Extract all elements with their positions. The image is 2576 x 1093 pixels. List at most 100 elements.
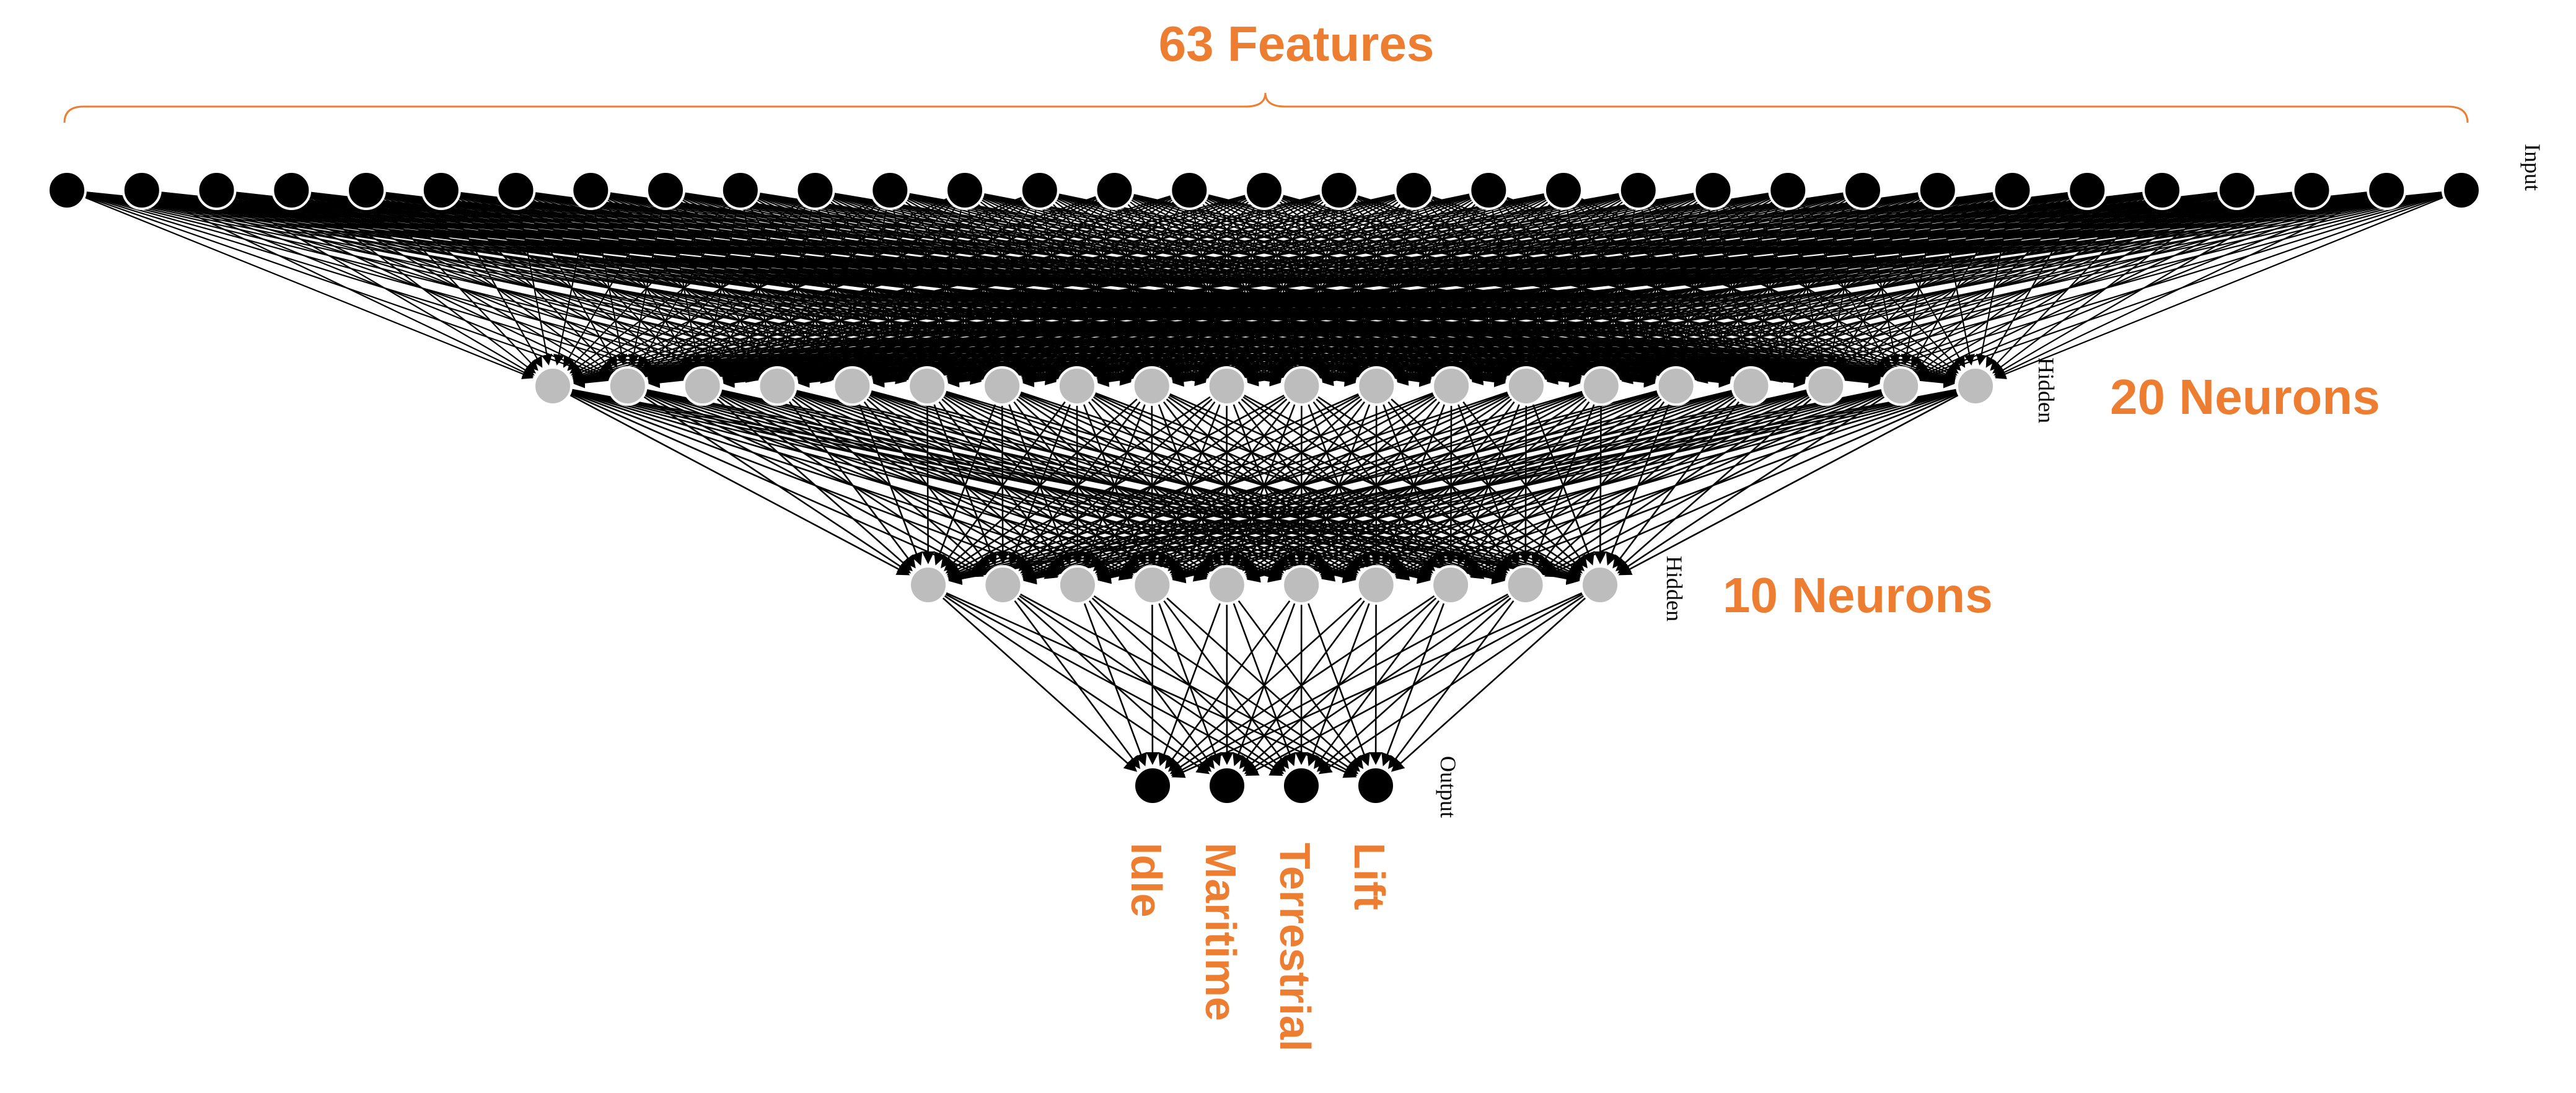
edge-hidden-2-9-to-output-2 bbox=[1318, 594, 1585, 775]
edge-hidden-1-5-to-hidden-2-2 bbox=[938, 400, 1065, 569]
edge-hidden-1-6-to-hidden-2-0 bbox=[934, 403, 996, 566]
input-node-14 bbox=[1019, 170, 1060, 210]
edge-input-12-to-hidden-1-6 bbox=[967, 208, 1002, 366]
edge-hidden-1-3-to-hidden-2-0 bbox=[788, 400, 916, 569]
edge-input-10-to-hidden-1-3 bbox=[778, 208, 812, 366]
output-node-4 bbox=[1356, 766, 1396, 805]
hidden-layer-1-label: Hidden bbox=[2034, 358, 2059, 423]
edge-hidden-1-8-to-hidden-2-2 bbox=[1083, 403, 1146, 566]
edge-input-18-to-hidden-1-12 bbox=[1417, 208, 1451, 366]
hidden-2-node-2 bbox=[983, 565, 1023, 605]
hidden-2-node-1 bbox=[908, 565, 948, 605]
edge-input-29-to-hidden-1-0 bbox=[573, 191, 2219, 388]
edge-input-16-to-hidden-1-0 bbox=[573, 194, 1247, 383]
edge-hidden-1-4-to-hidden-2-2 bbox=[866, 397, 1062, 571]
edge-input-22-to-hidden-1-16 bbox=[1716, 208, 1751, 366]
hidden-1-node-18 bbox=[1806, 366, 1846, 406]
network-nodes bbox=[47, 170, 2481, 805]
edge-input-17-to-hidden-1-0 bbox=[573, 194, 1321, 384]
hidden-2-node-9 bbox=[1505, 565, 1545, 605]
hidden-2-node-8 bbox=[1431, 565, 1471, 605]
hidden-1-node-10 bbox=[1207, 366, 1247, 406]
edge-hidden-2-1-to-output-1 bbox=[1016, 597, 1212, 772]
input-node-24 bbox=[1768, 170, 1808, 210]
edge-input-12-to-hidden-1-0 bbox=[571, 197, 949, 377]
edge-input-32-to-hidden-1-18 bbox=[1920, 195, 2445, 381]
edge-input-10-to-hidden-1-4 bbox=[818, 208, 852, 366]
input-node-18 bbox=[1319, 170, 1359, 210]
edge-input-32-to-hidden-1-10 bbox=[1322, 192, 2443, 387]
edge-input-8-to-hidden-1-1 bbox=[628, 208, 663, 366]
edge-input-32-to-hidden-1-17 bbox=[1845, 195, 2444, 382]
edge-input-18-to-hidden-1-0 bbox=[573, 193, 1396, 385]
edge-hidden-1-19-to-hidden-2-7 bbox=[1470, 392, 1959, 579]
edge-hidden-1-5-to-hidden-2-1 bbox=[933, 403, 997, 566]
edge-hidden-1-19-to-hidden-2-1 bbox=[1023, 388, 1958, 585]
edge-input-20-to-hidden-1-14 bbox=[1566, 208, 1601, 366]
edge-hidden-1-19-to-hidden-2-3 bbox=[1172, 389, 1958, 584]
edge-hidden-1-9-to-hidden-2-7 bbox=[1240, 397, 1436, 571]
edge-hidden-1-14-to-hidden-2-9 bbox=[1593, 404, 1607, 564]
input-node-33 bbox=[2442, 170, 2481, 210]
edge-hidden-1-7-to-hidden-2-1 bbox=[1008, 403, 1071, 566]
hidden-layer-2-label: Hidden bbox=[1662, 556, 1687, 621]
output-label-idle: Idle bbox=[1122, 843, 1171, 918]
input-node-15 bbox=[1094, 170, 1135, 210]
input-node-16 bbox=[1169, 170, 1210, 210]
edge-hidden-2-5-to-output-3 bbox=[1307, 602, 1370, 766]
edge-input-32-to-hidden-1-16 bbox=[1771, 194, 2444, 383]
edge-input-6-to-hidden-1-0 bbox=[519, 208, 553, 366]
edge-input-13-to-hidden-1-0 bbox=[572, 196, 1023, 380]
edge-input-7-to-hidden-1-0 bbox=[553, 208, 588, 366]
edge-input-32-to-hidden-1-4 bbox=[873, 191, 2443, 388]
edge-input-11-to-hidden-1-3 bbox=[788, 206, 882, 368]
edge-hidden-1-17-to-hidden-2-0 bbox=[948, 389, 1808, 584]
edge-hidden-1-6-to-hidden-2-4 bbox=[1015, 397, 1211, 571]
edge-hidden-1-7-to-hidden-2-0 bbox=[941, 400, 1066, 569]
edge-input-13-to-hidden-1-6 bbox=[1003, 208, 1037, 366]
edge-hidden-1-7-to-hidden-2-2 bbox=[1071, 404, 1084, 564]
edge-input-32-to-hidden-1-7 bbox=[1097, 192, 2443, 387]
edge-input-32-to-hidden-1-9 bbox=[1247, 192, 2443, 387]
input-node-25 bbox=[1843, 170, 1883, 210]
output-label-maritime: Maritime bbox=[1197, 843, 1245, 1021]
edge-input-8-to-hidden-1-2 bbox=[668, 208, 702, 366]
edge-input-21-to-hidden-1-16 bbox=[1646, 206, 1741, 368]
edge-input-32-to-hidden-1-19 bbox=[1995, 196, 2445, 379]
edge-input-32-to-hidden-1-6 bbox=[1022, 191, 2443, 387]
edge-input-11-to-hidden-1-0 bbox=[571, 199, 874, 376]
edge-hidden-1-10-to-hidden-2-6 bbox=[1307, 403, 1371, 566]
edge-input-7-to-hidden-1-1 bbox=[593, 208, 627, 366]
edge-hidden-1-14-to-hidden-2-8 bbox=[1531, 403, 1596, 566]
edge-hidden-1-15-to-hidden-2-0 bbox=[948, 390, 1658, 583]
edge-hidden-1-11-to-hidden-2-5 bbox=[1307, 403, 1371, 566]
edge-input-32-to-hidden-1-0 bbox=[573, 191, 2443, 388]
input-layer-label: Input bbox=[2520, 144, 2545, 191]
edge-hidden-2-6-to-output-0 bbox=[1167, 597, 1363, 772]
edge-hidden-2-9-to-output-3 bbox=[1391, 597, 1587, 772]
edge-hidden-2-3-to-output-3 bbox=[1165, 597, 1361, 772]
edge-hidden-1-19-to-hidden-2-8 bbox=[1544, 392, 1959, 577]
edge-input-2-to-hidden-1-0 bbox=[232, 199, 535, 376]
input-node-31 bbox=[2292, 170, 2332, 210]
edge-input-9-to-hidden-1-3 bbox=[743, 208, 777, 366]
output-label-lift: Lift bbox=[1345, 843, 1394, 910]
edge-hidden-2-7-to-output-0 bbox=[1169, 594, 1436, 775]
edge-hidden-1-11-to-hidden-2-9 bbox=[1389, 397, 1585, 571]
hidden-2-node-4 bbox=[1132, 565, 1172, 605]
input-node-9 bbox=[646, 170, 685, 210]
output-node-1 bbox=[1133, 766, 1172, 805]
input-node-27 bbox=[1992, 170, 2033, 210]
edge-input-9-to-hidden-1-0 bbox=[567, 203, 728, 371]
edge-hidden-1-6-to-hidden-2-1 bbox=[996, 404, 1009, 564]
edge-input-16-to-hidden-1-10 bbox=[1267, 208, 1301, 366]
edge-hidden-1-1-to-hidden-2-0 bbox=[643, 395, 912, 574]
edge-hidden-2-9-to-output-1 bbox=[1245, 593, 1585, 776]
edge-input-8-to-hidden-1-0 bbox=[563, 206, 657, 368]
hidden-layer-1-count: 20 Neurons bbox=[2110, 369, 2380, 424]
hidden-1-node-20 bbox=[1956, 366, 1995, 406]
input-node-22 bbox=[1618, 170, 1658, 210]
edge-input-24-to-hidden-1-0 bbox=[573, 192, 1845, 387]
hidden-1-node-8 bbox=[1057, 366, 1097, 406]
edge-input-22-to-hidden-1-0 bbox=[573, 192, 1695, 387]
